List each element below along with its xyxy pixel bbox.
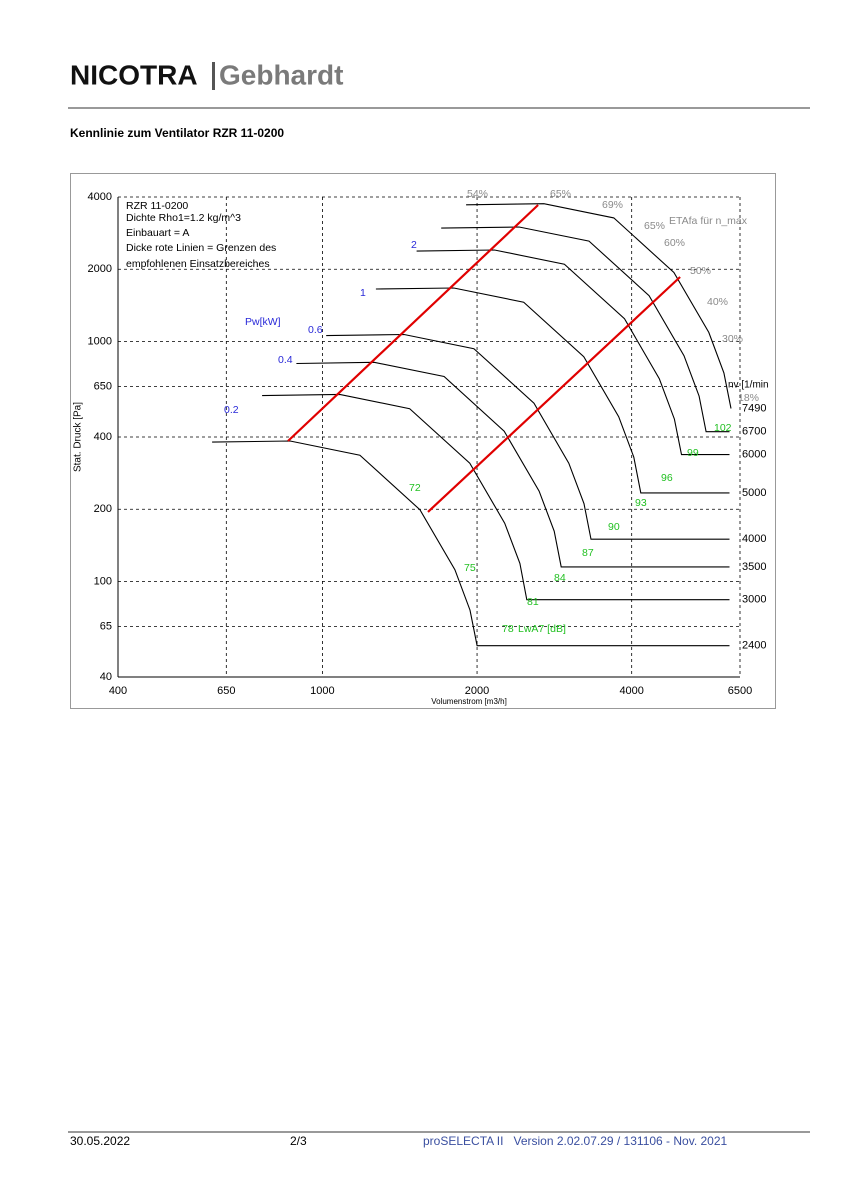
noise-label: 87 bbox=[582, 547, 594, 559]
noise-label: 72 bbox=[409, 482, 421, 494]
limit-line bbox=[427, 276, 681, 513]
speed-curve bbox=[296, 361, 730, 568]
info-text: Dicke rote Linien = Grenzen des bbox=[126, 242, 276, 254]
limit-line bbox=[287, 204, 539, 442]
footer-software: proSELECTA II Version 2.02.07.29 / 13110… bbox=[423, 1134, 728, 1148]
power-label: Pw[kW] bbox=[245, 316, 281, 328]
footer-date: 30.05.2022 bbox=[70, 1134, 130, 1148]
efficiency-label: 69% bbox=[602, 199, 623, 211]
efficiency-label: ETAfa für n_max bbox=[669, 215, 748, 227]
info-text: Dichte Rho1=1.2 kg/m^3 bbox=[126, 212, 241, 224]
speed-label: 3500 bbox=[742, 561, 766, 573]
y-tick-label: 100 bbox=[94, 575, 112, 587]
x-axis-label: Volumenstrom [m3/h] bbox=[431, 697, 507, 706]
efficiency-label: 40% bbox=[707, 296, 728, 308]
y-tick-label: 650 bbox=[94, 380, 112, 392]
info-text: RZR 11-0200 bbox=[126, 200, 188, 212]
noise-label: 90 bbox=[608, 521, 620, 533]
speed-label: 6000 bbox=[742, 448, 766, 460]
noise-label: 96 bbox=[661, 472, 673, 484]
logo-right: Gebhardt bbox=[219, 59, 343, 90]
efficiency-label: 18% bbox=[738, 392, 759, 404]
chart-frame bbox=[70, 173, 776, 709]
info-text: Einbauart = A bbox=[126, 227, 189, 239]
noise-label: 78 bbox=[502, 623, 514, 635]
noise-label: 81 bbox=[527, 596, 539, 608]
speed-label: 5000 bbox=[742, 487, 766, 499]
efficiency-label: 30% bbox=[722, 333, 743, 345]
efficiency-label: 50% bbox=[690, 265, 711, 277]
speed-label: 6700 bbox=[742, 426, 766, 438]
efficiency-label: 65% bbox=[550, 188, 571, 200]
efficiency-label: 60% bbox=[664, 237, 685, 249]
speed-curve bbox=[466, 203, 732, 409]
noise-label: 84 bbox=[554, 572, 566, 584]
y-tick-label: 1000 bbox=[88, 335, 112, 347]
y-tick-label: 4000 bbox=[88, 191, 112, 203]
noise-label: LwA7 [dB] bbox=[518, 623, 566, 635]
speed-label: 3000 bbox=[742, 594, 766, 606]
x-tick-label: 400 bbox=[109, 685, 127, 697]
power-label: 2 bbox=[411, 239, 417, 251]
y-axis-label: Stat. Druck [Pa] bbox=[73, 402, 84, 472]
chart: 400 650 1000 2000 4000 6500406510020040065010… bbox=[73, 188, 769, 706]
noise-label: 102 bbox=[714, 422, 732, 434]
speed-curve bbox=[441, 226, 730, 433]
power-label: 0.2 bbox=[224, 404, 239, 416]
efficiency-label: 54% bbox=[467, 188, 488, 200]
power-label: 1 bbox=[360, 287, 366, 299]
noise-label: 75 bbox=[464, 562, 476, 574]
y-tick-label: 400 bbox=[94, 431, 112, 443]
logo-left: NICOTRA bbox=[70, 59, 198, 90]
speed-curve bbox=[416, 249, 730, 456]
power-label: 0.6 bbox=[308, 324, 323, 336]
speed-unit: nv [1/min bbox=[728, 380, 769, 391]
x-tick-label: 2000 bbox=[465, 685, 489, 697]
logo-separator bbox=[212, 62, 215, 90]
y-tick-label: 2000 bbox=[88, 263, 112, 275]
noise-label: 93 bbox=[635, 497, 647, 509]
noise-label: 99 bbox=[687, 447, 699, 459]
speed-label: 2400 bbox=[742, 640, 766, 652]
x-tick-label: 1000 bbox=[310, 685, 334, 697]
x-tick-label: 4000 bbox=[619, 685, 643, 697]
y-tick-label: 40 bbox=[100, 671, 112, 683]
power-label: 0.4 bbox=[278, 354, 293, 366]
speed-curve bbox=[326, 333, 730, 540]
speed-label: 7490 bbox=[742, 402, 766, 414]
speed-curve bbox=[375, 287, 730, 494]
speed-curve bbox=[212, 440, 730, 647]
footer-page: 2/3 bbox=[290, 1134, 307, 1148]
x-tick-label: 650 bbox=[217, 685, 235, 697]
x-tick-label: 6500 bbox=[728, 685, 752, 697]
y-tick-label: 65 bbox=[100, 620, 112, 632]
info-text: empfohlenen Einsatzbereiches bbox=[126, 258, 270, 270]
y-tick-label: 200 bbox=[94, 503, 112, 515]
efficiency-label: 65% bbox=[644, 220, 665, 232]
speed-curve bbox=[262, 393, 730, 601]
page-title: Kennlinie zum Ventilator RZR 11-0200 bbox=[70, 126, 284, 140]
speed-label: 4000 bbox=[742, 533, 766, 545]
